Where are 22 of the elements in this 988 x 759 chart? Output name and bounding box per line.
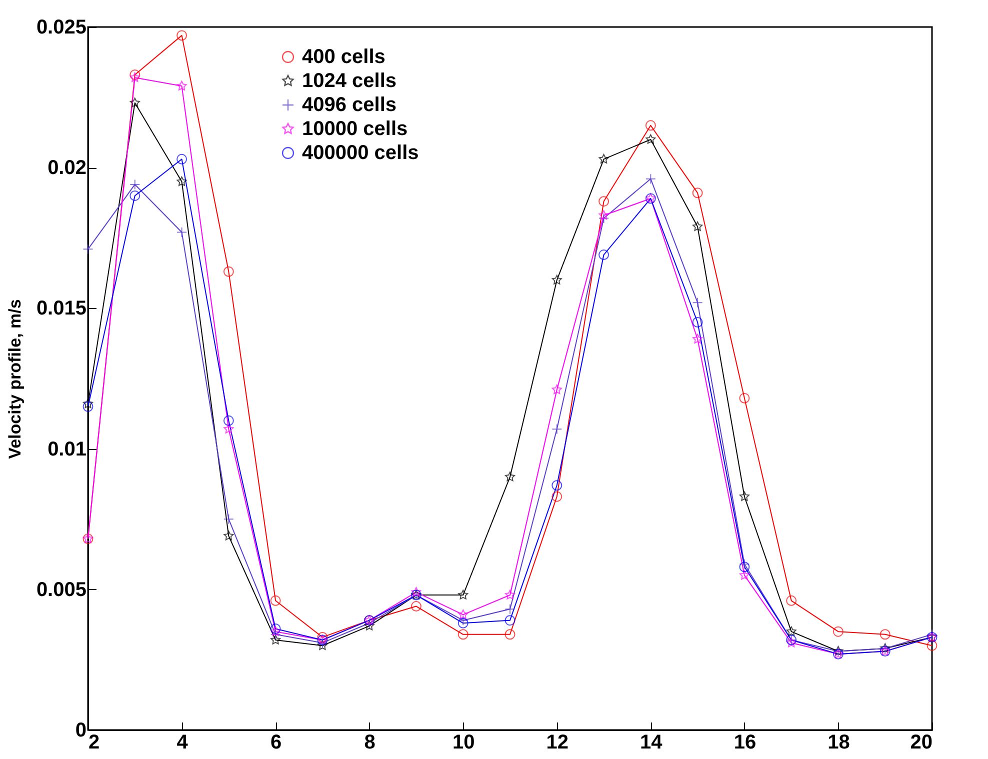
y-axis-title: Velocity profile, m/s <box>5 299 24 459</box>
y-tick-label: 0.01 <box>48 438 86 460</box>
x-tick-label: 16 <box>734 732 756 754</box>
x-tick-label: 14 <box>640 732 664 754</box>
y-tick-label: 0 <box>75 720 86 742</box>
x-tick-label: 18 <box>828 732 850 754</box>
legend-label: 400000 cells <box>302 142 419 164</box>
y-tick-label: 0.02 <box>48 157 86 180</box>
x-tick-label: 10 <box>452 732 475 754</box>
y-tick-label: 0.025 <box>36 16 86 38</box>
x-tick-label: 2 <box>88 732 100 754</box>
legend-label: 1024 cells <box>302 70 397 92</box>
y-tick-label: 0.015 <box>36 298 86 320</box>
x-tick-label: 4 <box>176 732 189 754</box>
x-tick-label: 20 <box>910 732 932 754</box>
legend-label: 10000 cells <box>302 118 408 140</box>
legend-label: 400 cells <box>302 46 386 68</box>
legend-label: 4096 cells <box>302 94 397 116</box>
y-tick-label: 0.005 <box>36 578 86 601</box>
x-tick-label: 12 <box>546 732 569 754</box>
x-tick-label: 8 <box>364 732 376 754</box>
x-tick-label: 6 <box>270 732 282 754</box>
